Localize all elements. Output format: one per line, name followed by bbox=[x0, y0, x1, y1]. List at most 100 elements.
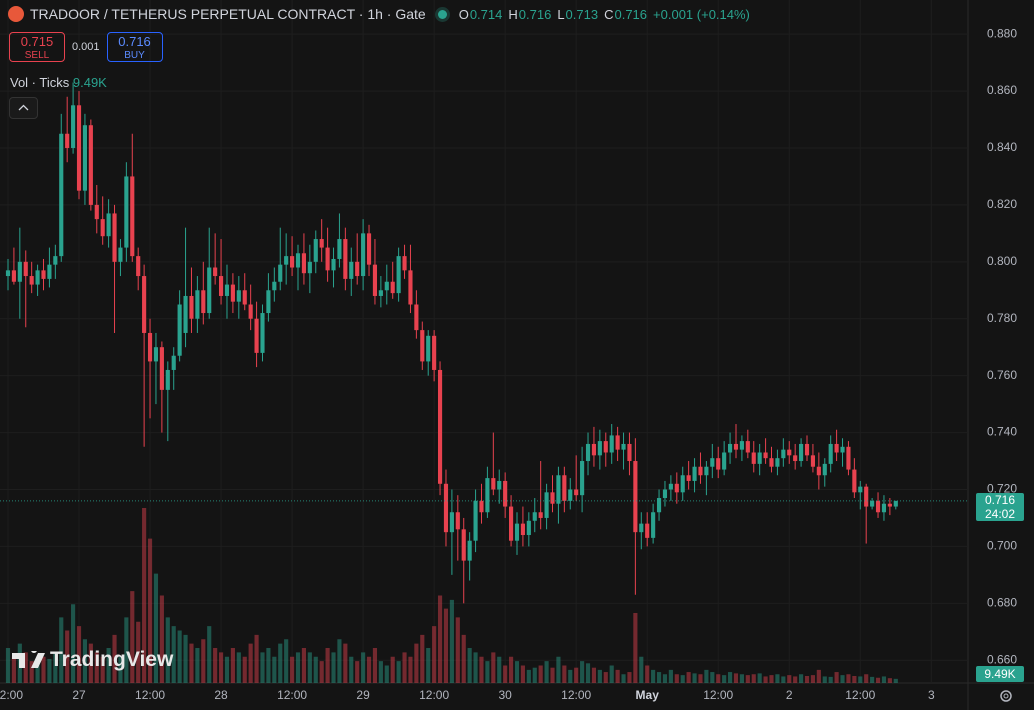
volume-bar bbox=[787, 675, 792, 683]
candle-body bbox=[361, 233, 366, 277]
sell-button[interactable]: 0.715 SELL bbox=[9, 32, 65, 62]
candle-body bbox=[881, 503, 887, 513]
candle-body bbox=[5, 270, 11, 277]
candle-body bbox=[674, 483, 679, 493]
volume-bar bbox=[473, 652, 478, 683]
candle-body bbox=[319, 239, 324, 248]
candle-body bbox=[432, 335, 437, 370]
candle-body bbox=[651, 512, 656, 538]
volume-bar bbox=[781, 676, 786, 683]
volume-bar bbox=[485, 661, 490, 683]
volume-bar bbox=[331, 652, 336, 683]
volume-bar bbox=[704, 669, 709, 683]
candle-body bbox=[76, 105, 82, 191]
volume-bar bbox=[432, 626, 437, 683]
volume-bar bbox=[550, 667, 555, 683]
settings-icon[interactable] bbox=[1000, 690, 1012, 702]
volume-bar bbox=[739, 674, 744, 683]
volume-bar bbox=[266, 648, 271, 683]
volume-bar bbox=[153, 573, 159, 683]
volume-bar bbox=[118, 656, 123, 683]
candle-body bbox=[763, 452, 768, 459]
buy-price: 0.716 bbox=[118, 34, 151, 49]
volume-bar bbox=[662, 674, 668, 683]
candle-body bbox=[473, 500, 478, 541]
volume-bar bbox=[722, 675, 727, 683]
volume-bar bbox=[307, 652, 312, 683]
volume-bar bbox=[793, 676, 798, 683]
candle-body bbox=[201, 290, 206, 314]
volume-bar bbox=[248, 643, 253, 683]
candle-body bbox=[840, 446, 845, 453]
volume-bar bbox=[355, 661, 360, 683]
candle-body bbox=[591, 443, 597, 456]
y-tick-label: 0.760 bbox=[987, 368, 1017, 382]
volume-bar bbox=[656, 672, 662, 683]
candle-body bbox=[307, 261, 312, 274]
volume-bar bbox=[716, 674, 721, 683]
volume-bar bbox=[887, 678, 892, 683]
candle-body bbox=[325, 247, 330, 271]
x-tick-label: May bbox=[636, 688, 660, 702]
candle-body bbox=[574, 489, 579, 496]
volume-value: 9.49K bbox=[72, 75, 107, 90]
candle-body bbox=[455, 512, 460, 530]
candle-body bbox=[378, 290, 383, 296]
sell-label: SELL bbox=[24, 50, 50, 61]
volume-bar bbox=[337, 639, 342, 683]
volume-bar bbox=[372, 648, 378, 683]
candle-body bbox=[53, 256, 58, 265]
y-tick-label: 0.740 bbox=[987, 425, 1017, 439]
ohlc-value: 0.716 bbox=[518, 6, 552, 22]
candle-body bbox=[686, 475, 691, 481]
candle-body bbox=[29, 276, 34, 285]
volume-bar bbox=[100, 656, 105, 683]
collapse-button[interactable] bbox=[9, 97, 38, 119]
candle-body bbox=[609, 435, 614, 453]
volume-bar bbox=[455, 617, 460, 683]
volume-bar bbox=[828, 676, 833, 683]
y-tick-label: 0.840 bbox=[987, 140, 1017, 154]
volume-bar bbox=[526, 669, 531, 683]
candle-body bbox=[781, 449, 786, 459]
candle-body bbox=[278, 264, 283, 282]
volume-bar bbox=[520, 665, 525, 683]
candle-body bbox=[88, 125, 93, 205]
buy-button[interactable]: 0.716 BUY bbox=[106, 32, 163, 62]
volume-bar bbox=[745, 675, 750, 683]
candle-body bbox=[183, 295, 188, 333]
x-tick-label: 30 bbox=[498, 688, 512, 702]
volume-bar bbox=[23, 652, 28, 683]
volume-bar bbox=[834, 672, 839, 683]
volume-bar bbox=[82, 639, 88, 683]
candle-body bbox=[497, 480, 502, 490]
volume-bar bbox=[449, 599, 454, 683]
candle-body bbox=[668, 483, 673, 490]
candle-body bbox=[313, 239, 318, 262]
candles bbox=[5, 82, 898, 604]
volume-bar bbox=[893, 678, 898, 683]
volume-bar bbox=[858, 676, 863, 683]
volume-bar bbox=[437, 595, 443, 683]
volume-bar bbox=[106, 648, 111, 683]
volume-bar bbox=[816, 669, 821, 683]
candle-body bbox=[645, 523, 650, 538]
candle-body bbox=[23, 261, 28, 277]
candle-body bbox=[47, 264, 52, 279]
candle-body bbox=[11, 270, 16, 282]
volume-bar bbox=[290, 656, 295, 683]
candle-body bbox=[372, 264, 378, 296]
volume-bar bbox=[479, 656, 484, 683]
volume-bar bbox=[609, 665, 614, 683]
candle-body bbox=[195, 290, 200, 319]
candle-body bbox=[171, 355, 176, 370]
candle-body bbox=[727, 443, 733, 453]
volume-bar bbox=[76, 626, 82, 683]
volume-bar bbox=[461, 634, 466, 683]
spread: 0.001 bbox=[72, 41, 100, 53]
volume-bar bbox=[568, 669, 573, 683]
volume-bar bbox=[35, 665, 40, 683]
y-tick-label: 0.820 bbox=[987, 197, 1017, 211]
y-tick-label: 0.720 bbox=[987, 482, 1017, 496]
